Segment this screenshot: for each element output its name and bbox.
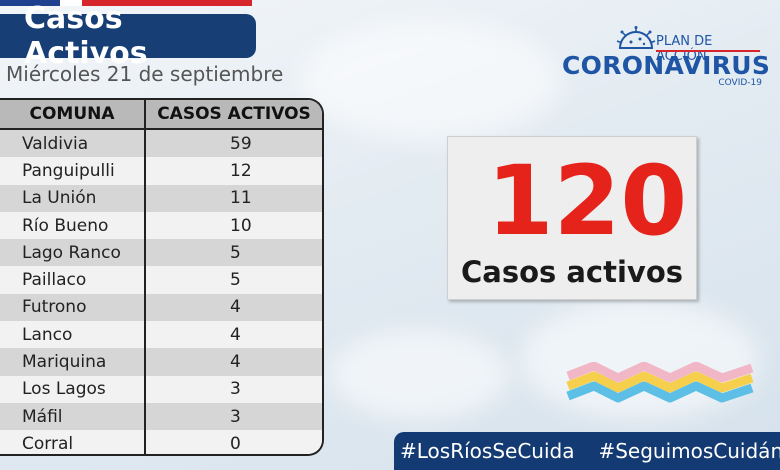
logo-plan-text: PLAN DE ACCIÓN [656,34,713,64]
casos-cell: 0 [230,433,241,454]
comuna-cell: Mariquina [0,348,146,376]
table-body: Valdivia 59 Panguipulli 12 La Unión 11 Río Bue… [0,130,322,454]
hashtag-seguimos: #SeguimosCuidándonos [598,439,780,463]
casos-cell: 3 [230,379,241,400]
casos-cell: 12 [230,160,252,181]
virus-icon [616,26,656,49]
table-row: Futrono 4 [0,293,322,322]
table-row: Panguipulli 12 [0,157,322,185]
flag-stripe [0,0,252,6]
table-row: Máfil 3 [0,402,322,431]
comuna-cell: Río Bueno [0,211,146,240]
total-cases-label: Casos activos [460,255,684,289]
casos-cell: 5 [230,270,241,291]
table-row: Lago Ranco 5 [0,239,322,267]
table-row: Paillaco 5 [0,266,322,294]
casos-cell: 5 [230,242,241,263]
hashtag-banner: #LosRíosSeCuida #SeguimosCuidándonos [394,432,780,470]
table-row: Valdivia 59 [0,130,322,158]
comuna-cell: Corral [0,430,146,454]
table-row: Lanco 4 [0,321,322,349]
hashtag-los-rios: #LosRíosSeCuida [400,439,575,463]
comuna-cell: Paillaco [0,266,146,294]
total-cases-card: 120 Casos activos [447,136,697,300]
table-row: Corral 0 [0,430,322,454]
page-title: Casos Activos [0,1,256,71]
comuna-cell: Lanco [0,321,146,349]
rainbow-waves-graphic [566,362,754,403]
total-cases-number: 120 [486,145,688,257]
column-header-casos: CASOS ACTIVOS [157,104,311,124]
casos-cell: 10 [230,215,252,236]
comuna-cell: Los Lagos [0,375,146,403]
table-row: Mariquina 4 [0,348,322,376]
cases-table: COMUNA CASOS ACTIVOS Valdivia 59 Panguipul… [0,98,324,456]
casos-cell: 4 [230,324,241,345]
casos-cell: 59 [230,133,252,154]
comuna-cell: Lago Ranco [0,239,146,267]
table-header: COMUNA CASOS ACTIVOS [0,100,322,130]
casos-cell: 3 [230,406,241,427]
casos-cell: 4 [230,297,241,318]
comuna-cell: Futrono [0,293,146,322]
logo-coronavirus-text: CORONAVIRUS [562,51,771,80]
table-row: Río Bueno 10 [0,211,322,240]
report-date: Miércoles 21 de septiembre [6,62,284,86]
logo-covid-text: COVID-19 [718,78,762,88]
column-header-comuna: COMUNA [0,100,146,128]
comuna-cell: Panguipulli [0,157,146,185]
casos-cell: 11 [230,188,252,209]
casos-cell: 4 [230,352,241,373]
comuna-cell: Máfil [0,402,146,431]
table-row: La Unión 11 [0,184,322,212]
comuna-cell: La Unión [0,184,146,212]
comuna-cell: Valdivia [0,130,146,158]
coronavirus-logo: PLAN DE ACCIÓN CORONAVIRUS COVID-19 [562,24,770,90]
table-row: Los Lagos 3 [0,375,322,403]
